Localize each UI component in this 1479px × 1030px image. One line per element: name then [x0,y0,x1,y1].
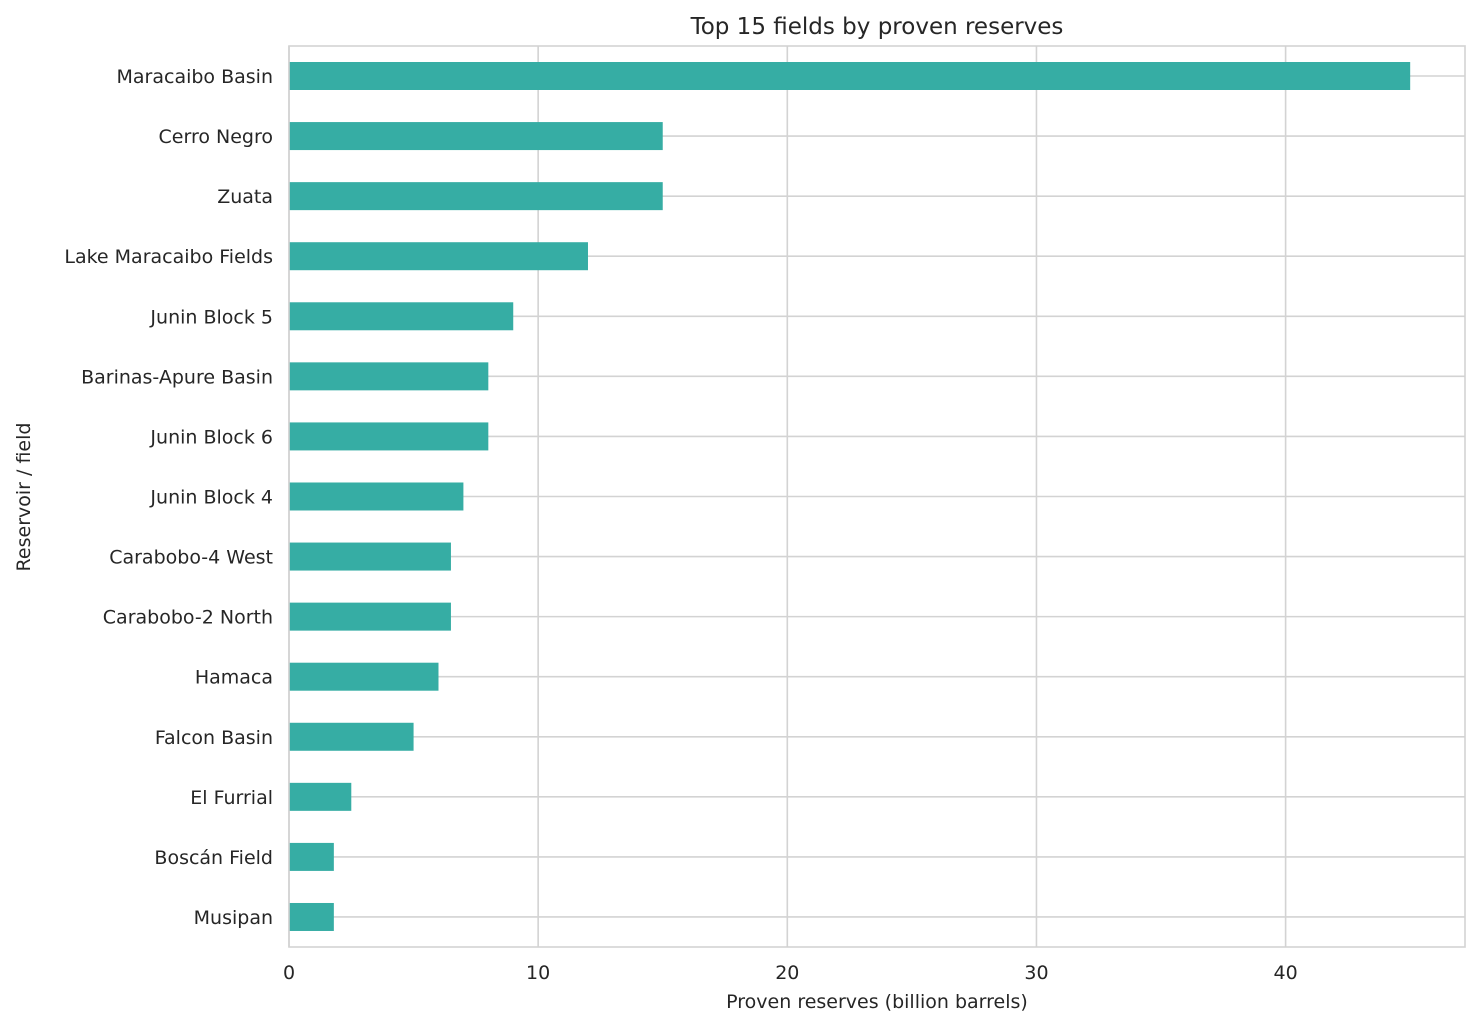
x-tick-label: 40 [1274,962,1298,984]
y-tick-label: Maracaibo Basin [117,66,273,88]
y-tick-label: Junin Block 5 [149,306,273,328]
y-tick-label: Hamaca [195,667,273,689]
bar [289,62,1411,90]
bar [289,782,352,811]
y-tick-label: Carabobo-2 North [103,607,273,629]
bar [289,542,451,571]
y-tick-label: Lake Maracaibo Fields [64,246,273,268]
bar [289,122,663,151]
y-axis-label: Reservoir / field [13,423,35,572]
bar [289,482,464,511]
bar [289,722,414,751]
grid [288,46,1465,947]
bar [289,902,334,931]
y-tick-label: Cerro Negro [159,126,273,148]
bar [289,602,451,631]
y-tick-label: Zuata [217,186,273,208]
y-tick-label: Barinas-Apure Basin [81,366,273,388]
bars [289,62,1411,931]
x-axis-label: Proven reserves (billion barrels) [726,991,1028,1013]
bar [289,182,663,211]
bar [289,842,334,871]
x-tick-label: 30 [1024,962,1048,984]
plot-frame [288,45,1466,948]
y-tick-labels: Maracaibo Basin Cerro Negro Zuata Lake Mara… [64,66,273,929]
y-tick-label: Carabobo-4 West [109,547,273,569]
x-tick-label: 0 [283,962,295,984]
y-tick-label: Junin Block 4 [149,486,273,508]
bar [289,362,489,391]
x-tick-label: 10 [526,962,550,984]
y-tick-label: Falcon Basin [155,727,273,749]
y-tick-label: El Furrial [190,787,273,809]
x-tick-label: 20 [775,962,799,984]
x-tick-labels: 0 10 20 30 40 [283,962,1298,984]
bar [289,242,588,271]
bar [289,662,439,691]
chart-title: Top 15 fields by proven reserves [690,14,1064,40]
y-tick-label: Junin Block 6 [149,426,273,448]
y-tick-label: Musipan [194,907,273,929]
y-tick-label: Boscán Field [154,847,273,869]
bar [289,422,489,451]
bar [289,302,514,331]
